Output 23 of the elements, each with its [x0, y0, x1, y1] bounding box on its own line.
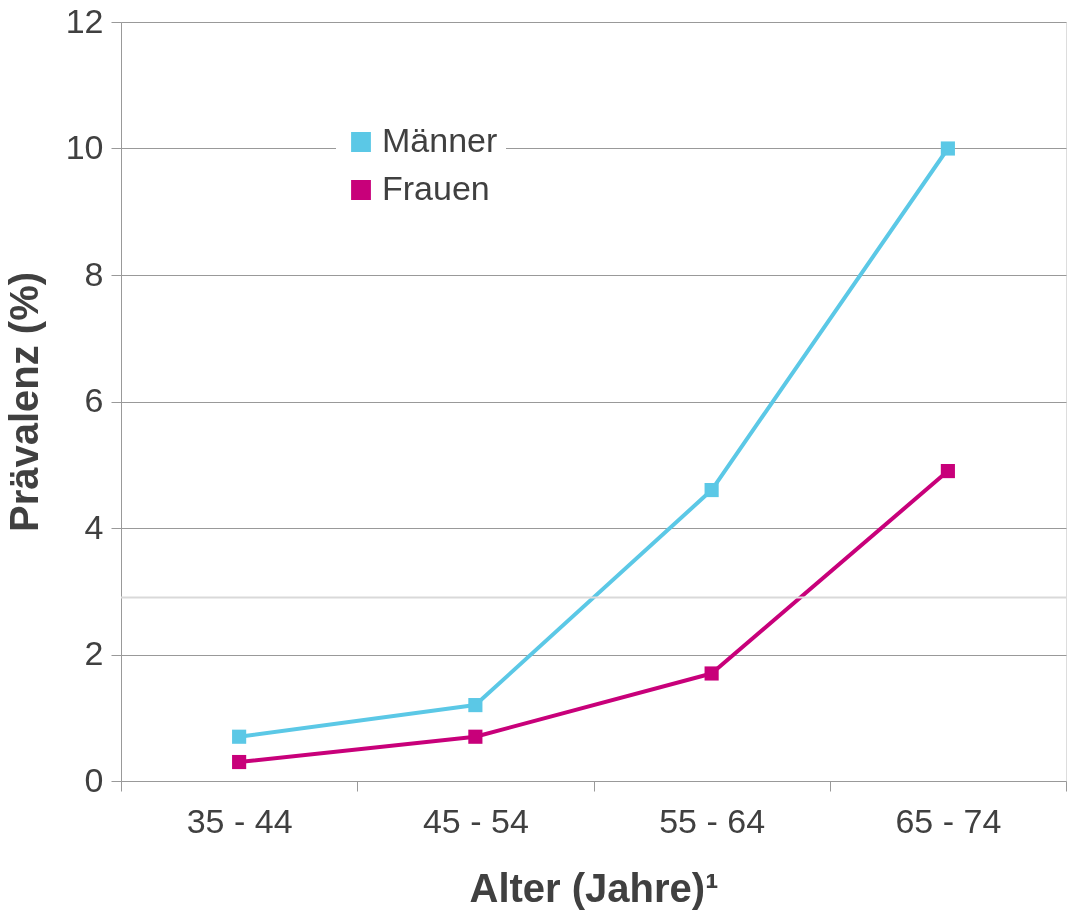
- x-tick-label: 65 - 74: [895, 801, 1002, 840]
- x-tick-label: 45 - 54: [422, 801, 529, 840]
- y-tick-label: 12: [65, 1, 104, 40]
- y-tick-label: 10: [65, 128, 104, 166]
- point: [940, 141, 955, 156]
- x-tick-label: 55 - 64: [659, 801, 766, 840]
- y-tick-label: 0: [84, 760, 104, 799]
- point: [468, 698, 483, 713]
- point: [940, 464, 955, 479]
- x-tick-label: 35 - 44: [186, 801, 293, 840]
- legend-label: Männer: [382, 121, 498, 159]
- y-tick-label: 2: [84, 634, 104, 672]
- y-tick-label: 4: [84, 507, 104, 546]
- y-tick-label: 8: [84, 254, 104, 293]
- point: [232, 729, 247, 744]
- x-axis-title: Alter (Jahre)¹: [469, 865, 719, 910]
- y-axis-title: Prävalenz (%): [1, 271, 46, 533]
- legend-label: Frauen: [382, 169, 490, 207]
- point: [232, 754, 247, 770]
- point: [468, 729, 483, 744]
- point: [704, 482, 719, 498]
- y-tick-label: 6: [84, 381, 104, 419]
- point: [704, 666, 719, 681]
